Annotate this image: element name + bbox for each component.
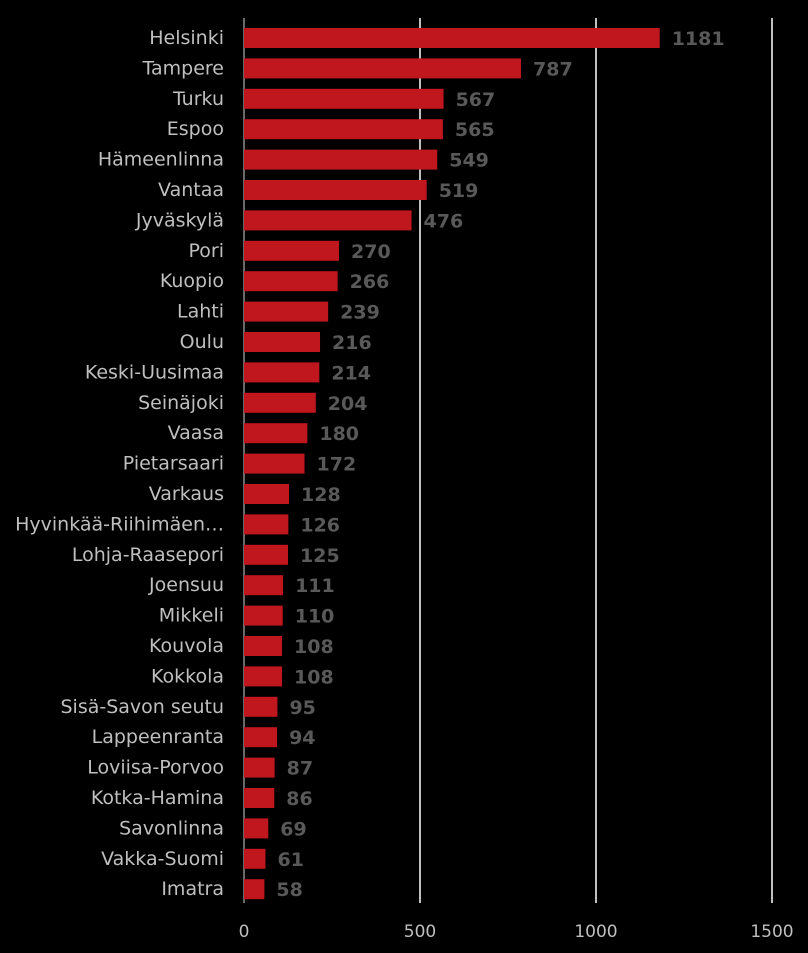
value-label: 125 [300, 545, 340, 567]
bar [244, 392, 316, 413]
bar [244, 727, 278, 748]
category-label: Vantaa [158, 179, 224, 201]
x-tick-label: 500 [404, 922, 436, 942]
bar [244, 180, 427, 200]
value-label: 108 [294, 666, 334, 688]
bar [244, 818, 269, 839]
bar [244, 696, 278, 717]
bar [244, 332, 321, 352]
bar [244, 788, 275, 808]
value-label: 94 [289, 727, 315, 749]
value-label: 266 [350, 271, 390, 293]
bar [244, 636, 283, 656]
value-label: 565 [455, 119, 495, 141]
bar [244, 484, 290, 504]
value-label: 180 [319, 423, 359, 445]
value-label: 108 [294, 636, 334, 658]
category-label: Vaasa [168, 422, 224, 444]
value-label: 239 [340, 302, 380, 324]
value-label: 204 [328, 393, 368, 415]
bar [244, 757, 275, 778]
category-label: Lappeenranta [92, 726, 224, 748]
category-label: Helsinki [149, 27, 224, 49]
category-label: Pietarsaari [123, 453, 224, 475]
value-label: 61 [277, 849, 303, 871]
bar [244, 210, 412, 231]
value-label: 128 [301, 484, 341, 506]
category-label: Hyvinkää-Riihimäen… [15, 513, 224, 535]
value-label: 1181 [672, 28, 725, 50]
bar [244, 362, 320, 383]
bar [244, 88, 444, 109]
category-label: Seinäjoki [138, 392, 224, 414]
x-tick-label: 0 [239, 922, 250, 942]
bar [244, 879, 265, 900]
value-label: 216 [332, 332, 372, 354]
value-label: 86 [286, 788, 312, 810]
value-label: 95 [289, 697, 315, 719]
bar [244, 28, 660, 48]
category-label: Kouvola [149, 635, 224, 657]
bar [244, 605, 283, 626]
category-label: Sisä-Savon seutu [60, 696, 224, 718]
category-label: Jyväskylä [135, 209, 224, 231]
bar [244, 666, 283, 687]
value-label: 549 [449, 150, 489, 172]
category-label: Oulu [180, 331, 224, 353]
value-label: 110 [295, 606, 335, 628]
bar [244, 848, 266, 869]
value-label: 476 [424, 210, 464, 232]
value-label: 69 [280, 818, 306, 840]
category-label: Vakka-Suomi [101, 848, 224, 870]
category-label: Mikkeli [159, 605, 224, 627]
category-label: Turku [172, 88, 224, 110]
category-labels: Helsinki Tampere Turku Espoo Hämeenlinna Vant… [15, 27, 224, 900]
bar [244, 301, 329, 322]
category-label: Lahti [177, 301, 224, 323]
category-label: Joensuu [148, 574, 224, 596]
value-label: 270 [351, 241, 391, 263]
category-label: Savonlinna [119, 817, 224, 839]
x-axis-tick-labels: 0 500 1000 1500 [239, 922, 794, 942]
category-label: Tampere [142, 57, 224, 79]
category-label: Varkaus [149, 483, 224, 505]
category-label: Espoo [167, 118, 224, 140]
bar [244, 423, 308, 444]
value-labels: 1181 787 567 565 549 519 476 270 266 239 216 214 204… [276, 28, 724, 901]
value-label: 519 [439, 180, 479, 202]
bar [244, 58, 522, 79]
value-label: 58 [276, 879, 302, 901]
value-label: 87 [287, 758, 313, 780]
category-label: Imatra [161, 878, 224, 900]
bar [244, 271, 338, 292]
bar [244, 149, 438, 170]
category-label: Keski-Uusimaa [85, 361, 224, 383]
category-label: Hämeenlinna [98, 149, 224, 171]
bars [244, 28, 660, 900]
x-tick-label: 1000 [574, 922, 617, 942]
bar [244, 514, 289, 535]
category-label: Kokkola [151, 665, 224, 687]
category-label: Loviisa-Porvoo [87, 757, 224, 779]
value-label: 214 [331, 362, 371, 384]
category-label: Kuopio [160, 270, 224, 292]
value-label: 787 [533, 58, 573, 80]
bar [244, 240, 340, 261]
value-label: 126 [300, 514, 340, 536]
value-label: 172 [317, 454, 357, 476]
bar [244, 544, 288, 565]
bar [244, 453, 305, 474]
category-label: Kotka-Hamina [91, 787, 224, 809]
category-label: Lohja-Raasepori [72, 544, 224, 566]
bar [244, 119, 443, 140]
category-label: Pori [189, 240, 225, 262]
x-tick-label: 1500 [750, 922, 793, 942]
value-label: 111 [295, 575, 335, 597]
bar [244, 575, 284, 596]
value-label: 567 [456, 89, 496, 111]
